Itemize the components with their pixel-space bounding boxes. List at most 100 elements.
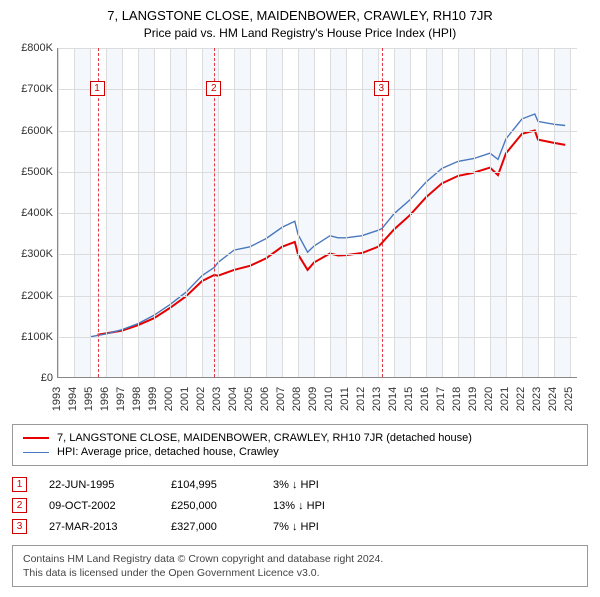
- x-tick-label: 2013: [371, 387, 383, 411]
- v-gridline: [490, 48, 491, 377]
- y-axis-labels: £0£100K£200K£300K£400K£500K£600K£700K£80…: [12, 48, 57, 378]
- y-tick-label: £100K: [21, 331, 53, 343]
- legend-swatch: [23, 452, 49, 453]
- sale-marker-box: 2: [206, 81, 221, 96]
- v-gridline: [266, 48, 267, 377]
- h-gridline: [58, 172, 577, 173]
- sale-index: 2: [12, 498, 27, 513]
- legend-row: HPI: Average price, detached house, Craw…: [23, 445, 577, 459]
- x-tick-label: 2022: [515, 387, 527, 411]
- x-tick-label: 2010: [323, 387, 335, 411]
- attribution-line: Contains HM Land Registry data © Crown c…: [23, 552, 577, 566]
- sale-row: 122-JUN-1995£104,9953% ↓ HPI: [12, 474, 588, 495]
- x-tick-label: 1999: [147, 387, 159, 411]
- h-gridline: [58, 89, 577, 90]
- chart-title: 7, LANGSTONE CLOSE, MAIDENBOWER, CRAWLEY…: [12, 8, 588, 23]
- x-tick-label: 2011: [339, 387, 351, 411]
- x-tick-label: 2008: [291, 387, 303, 411]
- v-gridline: [410, 48, 411, 377]
- v-gridline: [298, 48, 299, 377]
- sale-diff: 7% ↓ HPI: [273, 521, 373, 533]
- v-gridline: [90, 48, 91, 377]
- v-gridline: [314, 48, 315, 377]
- y-tick-label: £700K: [21, 83, 53, 95]
- sale-row: 327-MAR-2013£327,0007% ↓ HPI: [12, 516, 588, 537]
- attribution-line: This data is licensed under the Open Gov…: [23, 566, 577, 580]
- x-tick-label: 1997: [115, 387, 127, 411]
- h-gridline: [58, 254, 577, 255]
- sale-date: 09-OCT-2002: [49, 500, 149, 512]
- v-gridline: [74, 48, 75, 377]
- x-tick-label: 2025: [563, 387, 575, 411]
- x-tick-label: 2007: [275, 387, 287, 411]
- v-gridline: [394, 48, 395, 377]
- sale-date: 22-JUN-1995: [49, 479, 149, 491]
- attribution-box: Contains HM Land Registry data © Crown c…: [12, 545, 588, 587]
- x-tick-label: 2019: [467, 387, 479, 411]
- v-gridline: [570, 48, 571, 377]
- legend-box: 7, LANGSTONE CLOSE, MAIDENBOWER, CRAWLEY…: [12, 424, 588, 466]
- v-gridline: [554, 48, 555, 377]
- v-gridline: [426, 48, 427, 377]
- x-tick-label: 2016: [419, 387, 431, 411]
- h-gridline: [58, 337, 577, 338]
- x-tick-label: 2018: [451, 387, 463, 411]
- x-tick-label: 2024: [547, 387, 559, 411]
- v-gridline: [186, 48, 187, 377]
- sale-marker-box: 3: [374, 81, 389, 96]
- sales-table: 122-JUN-1995£104,9953% ↓ HPI209-OCT-2002…: [12, 474, 588, 537]
- x-tick-label: 2000: [163, 387, 175, 411]
- v-gridline: [234, 48, 235, 377]
- y-tick-label: £200K: [21, 290, 53, 302]
- sale-price: £250,000: [171, 500, 251, 512]
- x-tick-label: 2020: [483, 387, 495, 411]
- h-gridline: [58, 131, 577, 132]
- y-tick-label: £0: [41, 372, 53, 384]
- x-tick-label: 2006: [259, 387, 271, 411]
- v-gridline: [122, 48, 123, 377]
- x-tick-label: 2023: [531, 387, 543, 411]
- sale-marker-line: [382, 48, 383, 377]
- y-tick-label: £600K: [21, 125, 53, 137]
- x-axis-labels: 1993199419951996199719981999200020012002…: [57, 381, 577, 417]
- sale-marker-line: [214, 48, 215, 377]
- plot-area: 123: [57, 48, 577, 378]
- h-gridline: [58, 296, 577, 297]
- v-gridline: [58, 48, 59, 377]
- x-tick-label: 2002: [195, 387, 207, 411]
- x-tick-label: 2015: [403, 387, 415, 411]
- v-gridline: [330, 48, 331, 377]
- x-tick-label: 1996: [99, 387, 111, 411]
- legend-swatch: [23, 437, 49, 439]
- legend-row: 7, LANGSTONE CLOSE, MAIDENBOWER, CRAWLEY…: [23, 431, 577, 445]
- sale-index: 3: [12, 519, 27, 534]
- v-gridline: [506, 48, 507, 377]
- sale-diff: 13% ↓ HPI: [273, 500, 373, 512]
- x-tick-label: 1994: [67, 387, 79, 411]
- y-tick-label: £300K: [21, 248, 53, 260]
- y-tick-label: £400K: [21, 207, 53, 219]
- x-tick-label: 2012: [355, 387, 367, 411]
- sale-marker-line: [98, 48, 99, 377]
- y-tick-label: £800K: [21, 42, 53, 54]
- sale-price: £327,000: [171, 521, 251, 533]
- x-tick-label: 2001: [179, 387, 191, 411]
- series-price_paid: [98, 131, 566, 335]
- v-gridline: [378, 48, 379, 377]
- x-tick-label: 2021: [499, 387, 511, 411]
- x-tick-label: 2017: [435, 387, 447, 411]
- x-tick-label: 1993: [51, 387, 63, 411]
- series-hpi: [90, 114, 565, 337]
- legend-label: HPI: Average price, detached house, Craw…: [57, 446, 279, 458]
- sale-index: 1: [12, 477, 27, 492]
- chart-area: £0£100K£200K£300K£400K£500K£600K£700K£80…: [12, 48, 588, 418]
- legend-label: 7, LANGSTONE CLOSE, MAIDENBOWER, CRAWLEY…: [57, 432, 472, 444]
- x-tick-label: 2005: [243, 387, 255, 411]
- v-gridline: [362, 48, 363, 377]
- x-tick-label: 1998: [131, 387, 143, 411]
- v-gridline: [202, 48, 203, 377]
- x-tick-label: 2014: [387, 387, 399, 411]
- v-gridline: [250, 48, 251, 377]
- h-gridline: [58, 213, 577, 214]
- v-gridline: [458, 48, 459, 377]
